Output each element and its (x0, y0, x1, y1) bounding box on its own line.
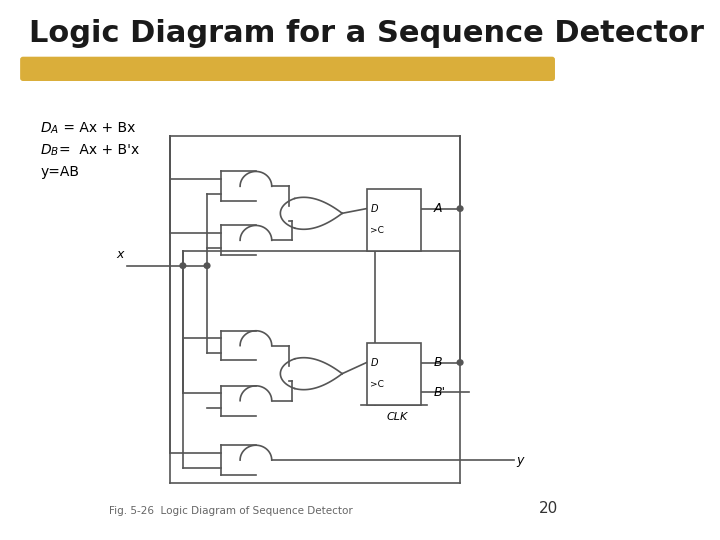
Text: D: D (40, 143, 51, 157)
Text: D: D (371, 357, 378, 368)
Circle shape (457, 360, 463, 365)
Text: x: x (116, 248, 124, 261)
Text: A: A (434, 202, 442, 215)
Bar (366, 342, 421, 405)
Text: D: D (40, 122, 51, 136)
Text: D: D (371, 204, 378, 214)
Circle shape (180, 263, 186, 268)
Text: =  Ax + B'x: = Ax + B'x (59, 143, 140, 157)
Text: B': B' (434, 386, 446, 399)
Text: = Ax + Bx: = Ax + Bx (59, 122, 135, 136)
Text: B: B (434, 356, 443, 369)
Bar (366, 189, 421, 251)
Text: y: y (516, 454, 524, 467)
Circle shape (204, 263, 210, 268)
Text: B: B (50, 147, 58, 157)
Text: A: A (50, 125, 58, 136)
Text: CLK: CLK (386, 412, 408, 422)
FancyBboxPatch shape (20, 57, 555, 81)
Text: >C: >C (369, 380, 383, 389)
Text: y=AB: y=AB (40, 165, 79, 179)
Text: Logic Diagram for a Sequence Detector: Logic Diagram for a Sequence Detector (29, 19, 703, 48)
Text: Fig. 5-26  Logic Diagram of Sequence Detector: Fig. 5-26 Logic Diagram of Sequence Dete… (109, 505, 353, 516)
Text: 20: 20 (539, 501, 558, 516)
Text: >C: >C (369, 226, 383, 235)
Circle shape (457, 206, 463, 211)
